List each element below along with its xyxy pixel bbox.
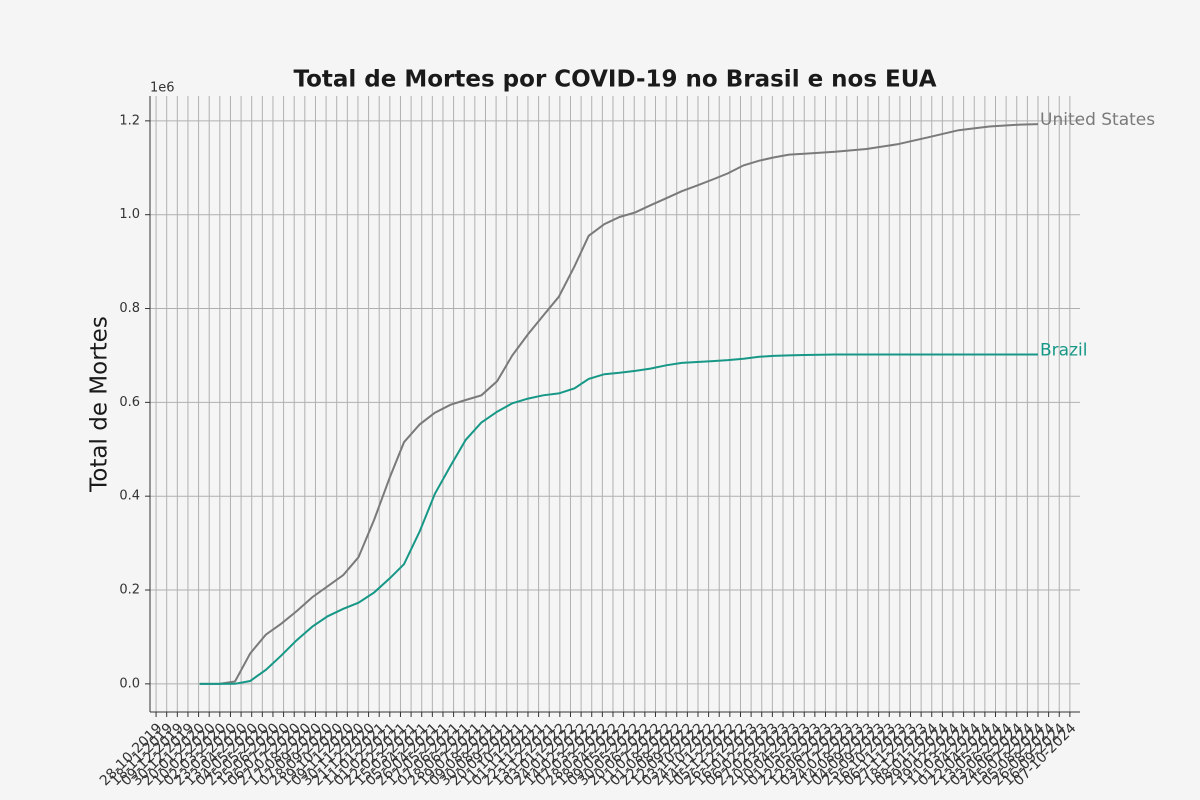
chart-title: Total de Mortes por COVID-19 no Brasil e… [293,67,936,93]
y-offset-label: 1e6 [150,81,175,96]
y-tick-label: 0.4 [119,489,140,504]
series-label: Brazil [1040,341,1087,361]
y-axis-label: Total de Mortes [87,316,113,493]
y-tick-label: 1.2 [119,113,140,128]
y-tick-label: 0.2 [119,583,140,598]
line [199,123,1039,685]
y-tick-label: 0.6 [119,395,140,410]
line [199,353,1038,685]
y-tick-label: 1.0 [119,207,140,222]
series-label: United States [1040,110,1155,130]
y-tick-label: 0.0 [119,676,140,691]
y-tick-label: 0.8 [119,301,140,316]
